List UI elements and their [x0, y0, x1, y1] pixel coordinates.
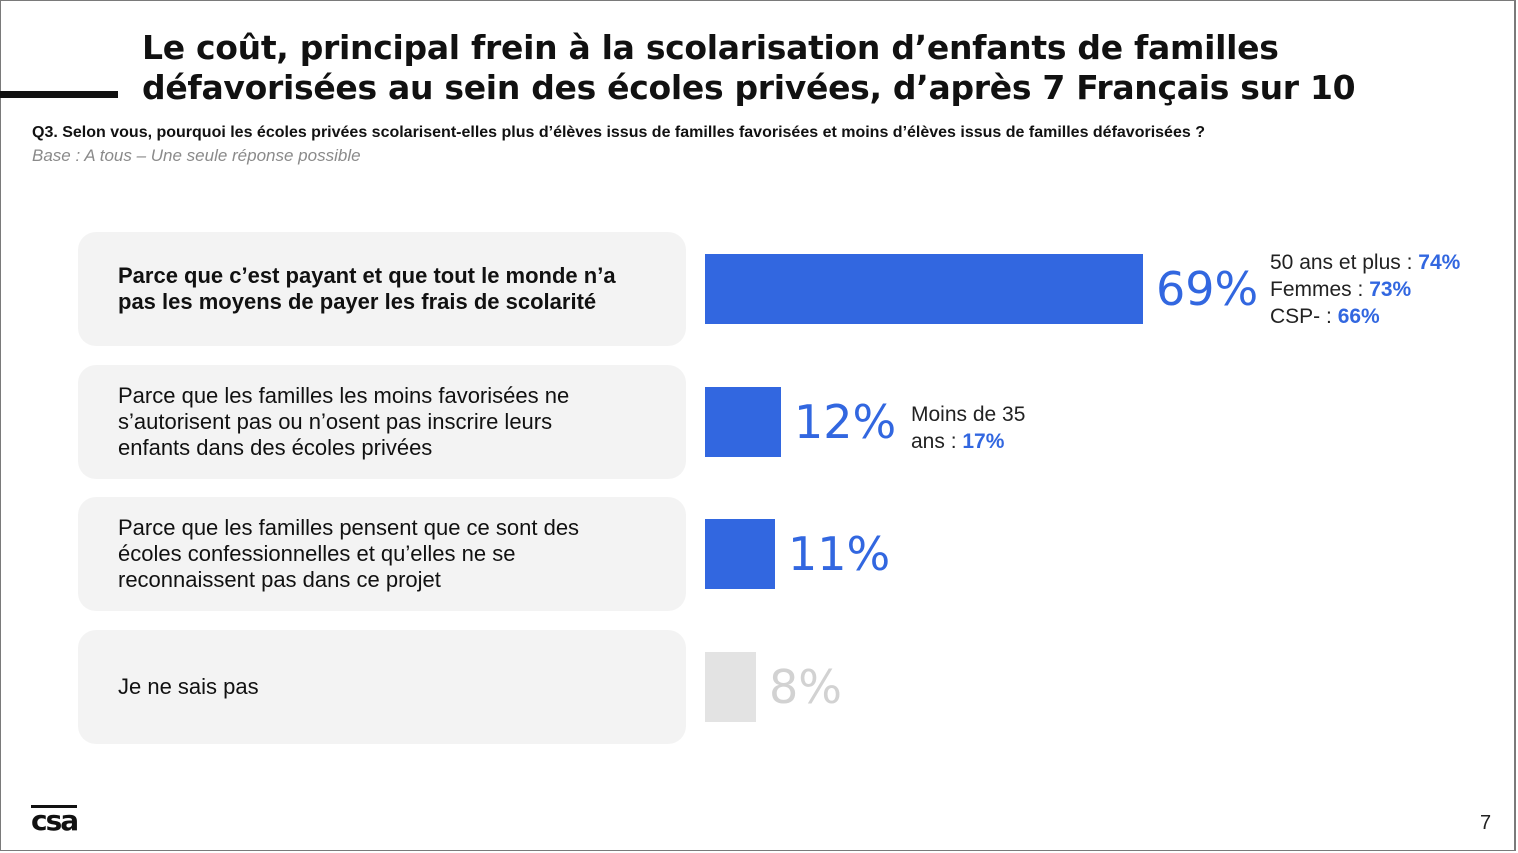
subgroup-note-line: Moins de 35: [911, 401, 1025, 428]
value-label: 69%: [1156, 262, 1259, 316]
value-label: 12%: [794, 395, 897, 449]
subgroup-label: 50 ans et plus :: [1270, 251, 1419, 274]
value-label: 11%: [788, 527, 891, 581]
category-label-box: Parce que les familles les moins favoris…: [78, 365, 686, 479]
category-label: Parce que les familles pensent que ce so…: [118, 515, 580, 592]
subgroup-value: 66%: [1337, 305, 1380, 328]
bar: [705, 519, 775, 589]
subgroup-note-line: CSP- : 66%: [1270, 303, 1460, 330]
subgroup-label: CSP- :: [1270, 305, 1338, 328]
subgroup-label: Femmes :: [1270, 278, 1370, 301]
subgroup-note: 50 ans et plus : 74% Femmes : 73% CSP- : 6…: [1270, 249, 1460, 330]
category-label-box: Parce que les familles pensent que ce so…: [78, 497, 686, 611]
category-label: Parce que les familles les moins favoris…: [118, 383, 570, 460]
category-label-box: Parce que c’est payant et que tout le mo…: [78, 232, 686, 346]
page-number: 7: [1480, 812, 1492, 834]
title-rule: [0, 91, 118, 98]
value-label: 8%: [769, 660, 842, 714]
bar: [705, 652, 756, 722]
slide-title: Le coût, principal frein à la scolarisat…: [142, 28, 1356, 107]
subgroup-note-line: ans : 17%: [911, 428, 1025, 455]
csa-logo: csa: [31, 804, 79, 837]
base-note: Base : A tous – Une seule réponse possib…: [32, 146, 361, 165]
subgroup-value: 17%: [962, 430, 1005, 453]
category-label: Je ne sais pas: [118, 674, 259, 699]
bar: [705, 254, 1143, 324]
subgroup-note-line: 50 ans et plus : 74%: [1270, 249, 1460, 276]
category-label: Parce que c’est payant et que tout le mo…: [118, 263, 616, 314]
subgroup-label: ans :: [911, 430, 963, 453]
subgroup-note: Moins de 35 ans : 17%: [911, 401, 1025, 455]
subgroup-value: 74%: [1418, 251, 1461, 274]
subgroup-value: 73%: [1369, 278, 1412, 301]
subgroup-note-line: Femmes : 73%: [1270, 276, 1460, 303]
subgroup-label: Moins de 35: [911, 403, 1026, 426]
question-text: Q3. Selon vous, pourquoi les écoles priv…: [32, 124, 1205, 141]
category-label-box: Je ne sais pas: [78, 630, 686, 744]
bar: [705, 387, 781, 457]
